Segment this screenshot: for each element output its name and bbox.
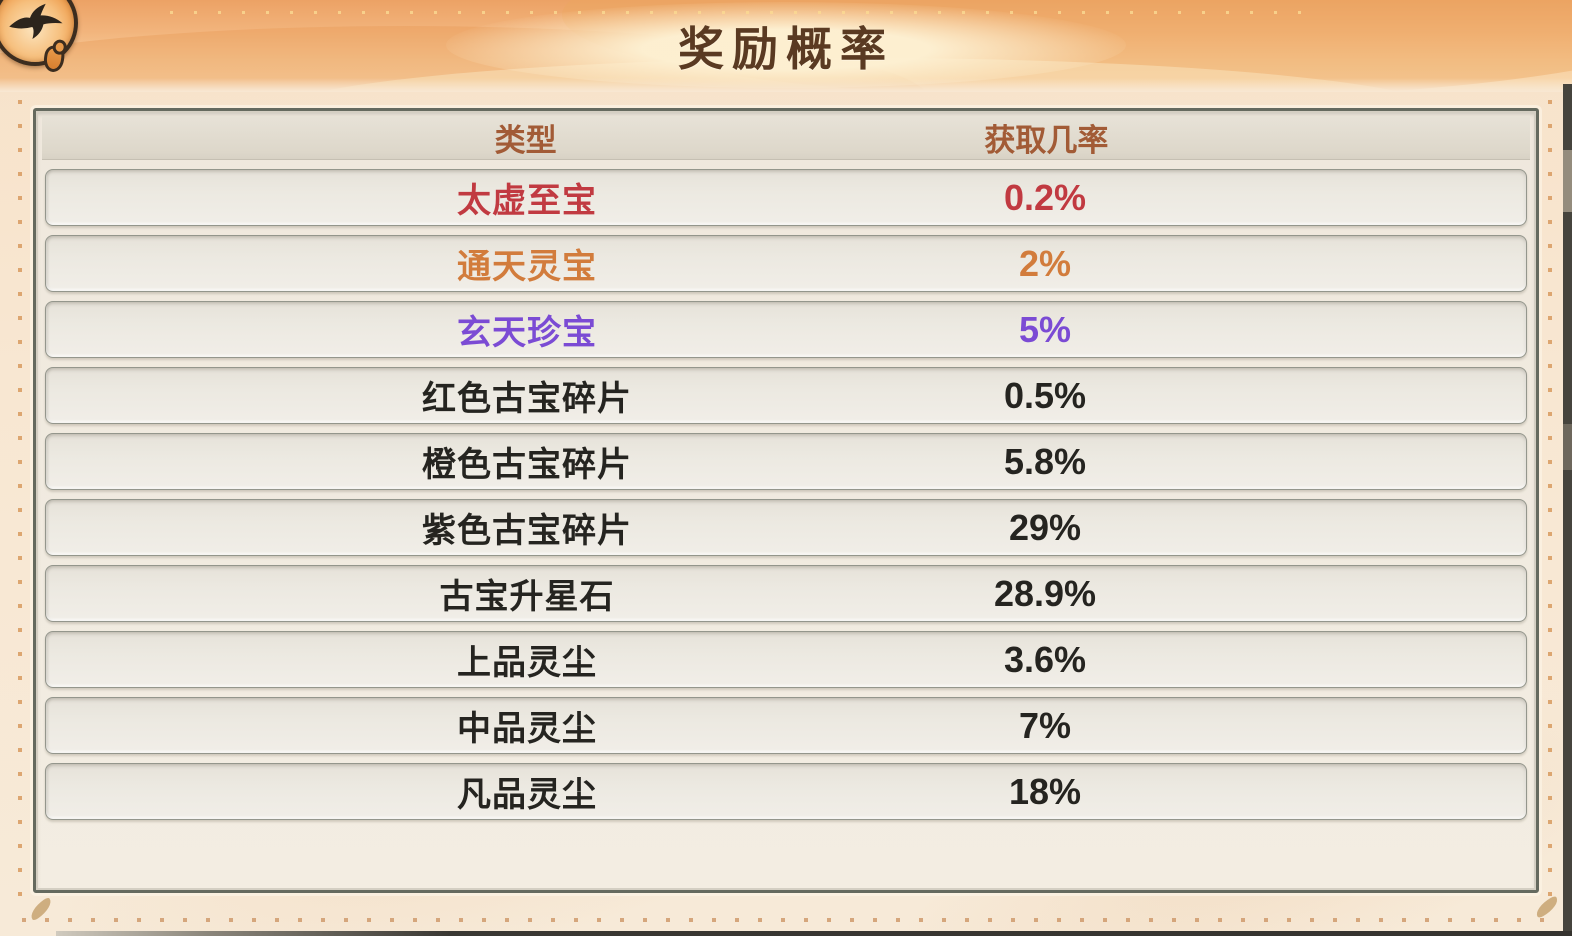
table-rows: 太虚至宝 0.2% 通天灵宝 2% 玄天珍宝 5% 红色古宝碎片 0.5% 橙色… bbox=[41, 169, 1531, 820]
table-row: 通天灵宝 2% bbox=[45, 235, 1527, 292]
table-row: 中品灵尘 7% bbox=[45, 697, 1527, 754]
row-item-name: 中品灵尘 bbox=[457, 710, 597, 748]
top-banner bbox=[0, 0, 1572, 92]
row-item-rate: 18% bbox=[1008, 770, 1082, 812]
header-type: 类型 bbox=[494, 123, 557, 158]
row-item-rate: 29% bbox=[1008, 506, 1082, 548]
row-item-rate: 0.2% bbox=[1003, 176, 1087, 218]
table-row: 红色古宝碎片 0.5% bbox=[45, 367, 1527, 424]
row-item-name: 橙色古宝碎片 bbox=[422, 446, 632, 484]
table-row: 太虚至宝 0.2% bbox=[45, 169, 1527, 226]
table-row: 古宝升星石 28.9% bbox=[45, 565, 1527, 622]
screen-edge-strip bbox=[1563, 84, 1572, 936]
row-item-name: 紫色古宝碎片 bbox=[422, 512, 632, 550]
row-item-rate: 2% bbox=[1018, 242, 1072, 284]
row-item-name: 凡品灵尘 bbox=[457, 776, 597, 814]
row-item-rate: 7% bbox=[1018, 704, 1072, 746]
table-header: 类型 获取几率 bbox=[42, 116, 1530, 160]
row-item-rate: 0.5% bbox=[1003, 374, 1087, 416]
dotted-border-left bbox=[18, 100, 22, 906]
row-item-name: 玄天珍宝 bbox=[457, 314, 597, 352]
banner-fade bbox=[0, 78, 1572, 92]
table-row: 橙色古宝碎片 5.8% bbox=[45, 433, 1527, 490]
table-row: 凡品灵尘 18% bbox=[45, 763, 1527, 820]
row-item-rate: 28.9% bbox=[993, 572, 1097, 614]
page-title: 奖励概率 bbox=[678, 23, 894, 75]
screen-edge-bottom bbox=[56, 931, 1572, 936]
dotted-border-right bbox=[1548, 100, 1552, 906]
banner-dotted-line bbox=[170, 11, 1320, 14]
row-item-name: 古宝升星石 bbox=[439, 578, 615, 616]
leaf-decoration bbox=[1532, 895, 1562, 919]
dotted-border-bottom bbox=[22, 918, 1546, 922]
row-item-name: 红色古宝碎片 bbox=[422, 380, 632, 418]
row-item-rate: 5.8% bbox=[1003, 440, 1087, 482]
row-item-rate: 3.6% bbox=[1003, 638, 1087, 680]
banner-glow bbox=[446, 2, 1126, 88]
table-row: 上品灵尘 3.6% bbox=[45, 631, 1527, 688]
row-item-name: 上品灵尘 bbox=[457, 644, 597, 682]
table-row: 紫色古宝碎片 29% bbox=[45, 499, 1527, 556]
bird-icon bbox=[9, 3, 63, 39]
probability-panel: 类型 获取几率 太虚至宝 0.2% 通天灵宝 2% 玄天珍宝 5% 红色古宝碎片… bbox=[33, 108, 1539, 893]
row-item-name: 太虚至宝 bbox=[457, 182, 597, 220]
row-item-name: 通天灵宝 bbox=[457, 248, 597, 286]
row-item-rate: 5% bbox=[1018, 308, 1072, 350]
table-row: 玄天珍宝 5% bbox=[45, 301, 1527, 358]
header-rate: 获取几率 bbox=[984, 123, 1109, 158]
